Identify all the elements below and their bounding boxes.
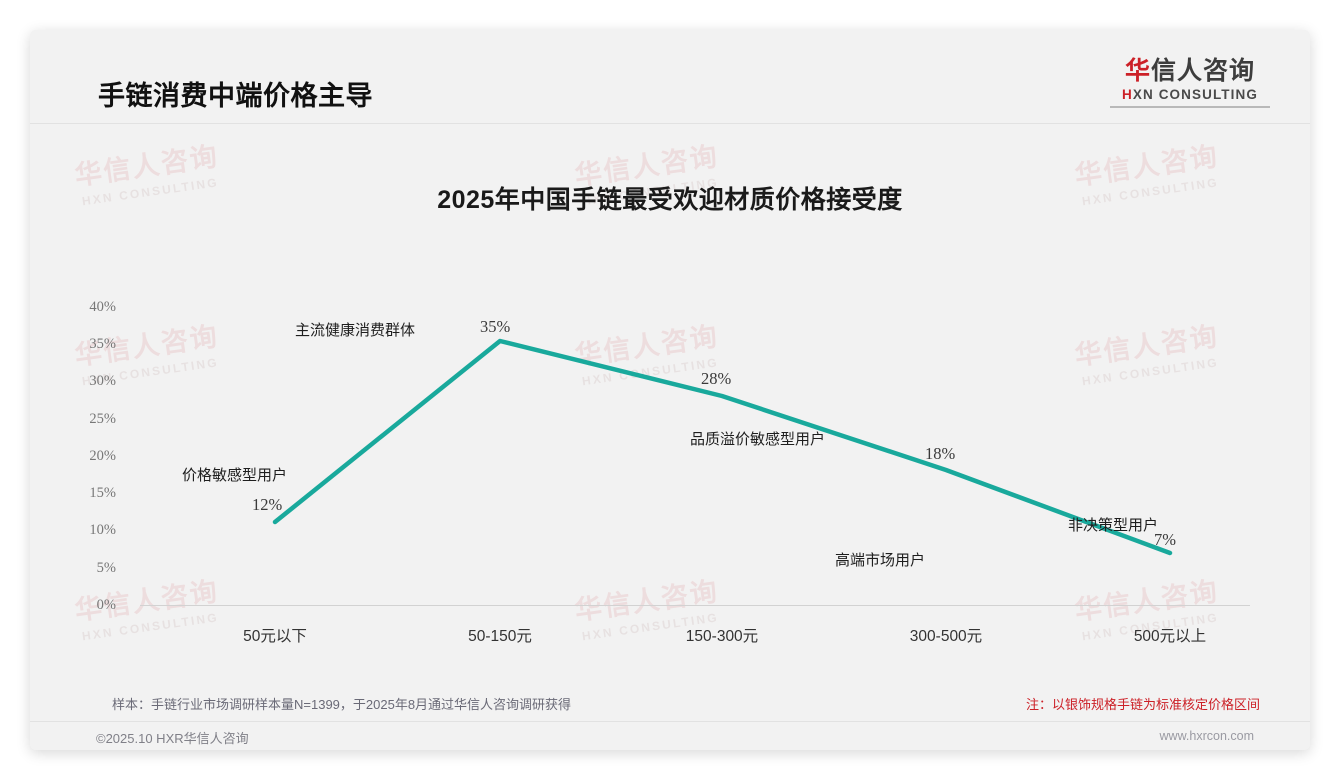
y-axis-tick: 5% (96, 560, 116, 576)
x-axis-line (140, 605, 1250, 606)
point-annotation: 高端市场用户 (835, 552, 926, 569)
point-annotation: 品质溢价敏感型用户 (690, 431, 826, 448)
logo-en-rest: XN CONSULTING (1132, 87, 1258, 103)
slide-header: 手链消费中端价格主导 华信人咨询 HXN CONSULTING (30, 30, 1310, 124)
point-annotation: 主流健康消费群体 (295, 322, 416, 339)
logo-cn-rest: 信人咨询 (1151, 57, 1256, 85)
x-axis-tick: 50元以下 (243, 628, 307, 645)
logo-chinese-text: 华信人咨询 (1110, 58, 1270, 84)
y-axis-tick: 30% (89, 373, 116, 389)
plot-region: 40% 35% 30% 25% 20% 15% 10% 5% 0% 12% 35… (30, 124, 1310, 685)
x-axis-tick: 300-500元 (909, 628, 983, 645)
y-axis-tick: 15% (89, 485, 116, 501)
series-line (272, 338, 1173, 556)
y-axis-tick: 0% (96, 597, 116, 613)
x-axis-tick: 50-150元 (468, 628, 532, 645)
logo-underline (1110, 106, 1270, 109)
y-axis-tick: 25% (89, 411, 116, 427)
sample-note: 样本：手链行业市场调研样本量N=1399，于2025年8月通过华信人咨询调研获得 (112, 697, 572, 712)
copyright-text: ©2025.10 HXR华信人咨询 (96, 731, 249, 746)
remark-note: 注：以银饰规格手链为标准核定价格区间 (1025, 697, 1260, 712)
y-axis-tick: 20% (89, 448, 116, 464)
data-value-label: 18% (925, 444, 956, 463)
brand-logo: 华信人咨询 HXN CONSULTING (1110, 58, 1270, 109)
logo-english-text: HXN CONSULTING (1110, 87, 1270, 102)
data-value-label: 35% (480, 317, 511, 336)
logo-cn-highlight: 华 (1124, 57, 1151, 85)
y-axis-tick: 35% (89, 336, 116, 352)
slide-card: 手链消费中端价格主导 华信人咨询 HXN CONSULTING 华信人咨询 HX… (30, 30, 1310, 750)
x-axis-tick: 150-300元 (685, 628, 759, 645)
website-link[interactable]: www.hxrcon.com (1159, 729, 1254, 743)
y-axis-tick: 40% (89, 299, 116, 315)
y-axis-tick: 10% (89, 522, 116, 538)
chart-title: 2025年中国手链最受欢迎材质价格接受度 (437, 186, 903, 214)
point-annotation: 非决策型用户 (1068, 517, 1159, 534)
chart-area: 华信人咨询 HXN CONSULTING 华信人咨询 HXN CONSULTIN… (30, 124, 1310, 685)
line-series-svg (272, 338, 1173, 556)
notes-row: 样本：手链行业市场调研样本量N=1399，于2025年8月通过华信人咨询调研获得… (30, 685, 1310, 722)
data-value-label: 28% (701, 369, 732, 388)
slide-footer: ©2025.10 HXR华信人咨询 www.hxrcon.com (30, 721, 1310, 750)
x-axis-tick: 500元以上 (1133, 628, 1207, 645)
point-annotation: 价格敏感型用户 (182, 467, 288, 484)
data-value-label: 12% (252, 495, 283, 514)
data-value-label: 7% (1154, 530, 1176, 549)
logo-en-highlight: H (1122, 87, 1133, 103)
page-title: 手链消费中端价格主导 (98, 81, 373, 111)
